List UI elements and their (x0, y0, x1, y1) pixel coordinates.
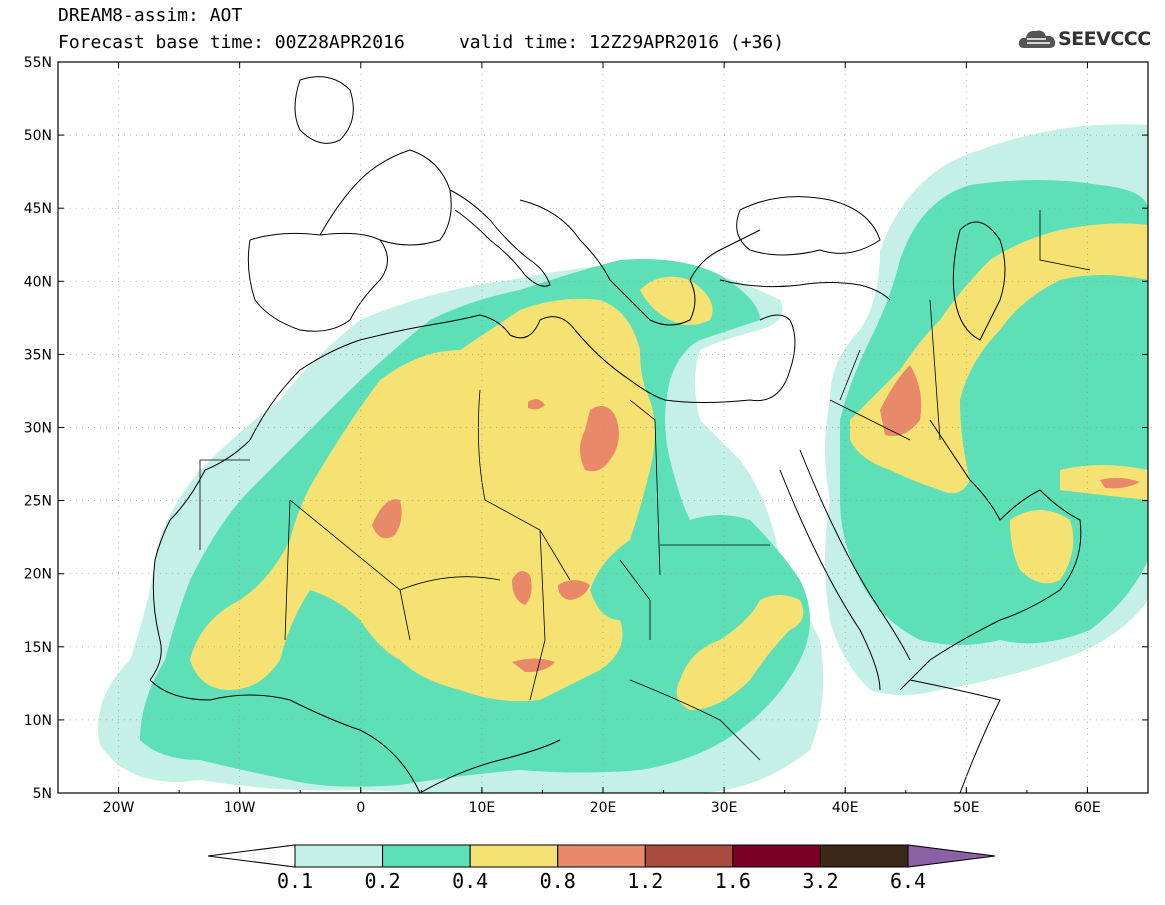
lon-tick-label: 10W (224, 800, 256, 816)
lat-tick-label: 20N (24, 567, 52, 583)
colorbar-label: 0.1 (277, 869, 313, 893)
logo-text: SEEVCCC (1058, 28, 1151, 50)
longitude-axis: 20W 10W 0 10E 20E 30E 40E 50E 60E (57, 62, 1149, 816)
aot-level-0.8 (372, 365, 1140, 673)
lon-tick-label: 20W (103, 800, 135, 816)
colorbar-label: 0.2 (365, 869, 401, 893)
colorbar-over-triangle (907, 844, 996, 868)
lat-tick-label: 35N (24, 347, 52, 363)
lat-tick-label: 40N (24, 274, 52, 290)
colorbar-label: 1.6 (715, 869, 751, 893)
colorbar-label: 6.4 (890, 869, 926, 893)
lat-tick-label: 50N (24, 128, 52, 144)
lat-tick-label: 30N (24, 421, 52, 437)
lat-tick-label: 15N (24, 640, 52, 656)
lon-tick-label: 40E (832, 800, 859, 816)
lat-tick-label: 5N (33, 786, 52, 802)
colorbar-label: 0.8 (540, 869, 576, 893)
colorbar-swatch (732, 844, 821, 868)
colorbar-swatch (469, 844, 559, 868)
colorbar: 0.1 0.2 0.4 0.8 1.2 1.6 3.2 6.4 (207, 844, 996, 893)
aot-level-0.4 (190, 223, 1148, 710)
lat-tick-label: 10N (24, 713, 52, 729)
aot-field (98, 124, 1148, 793)
lat-tick-label: 25N (24, 494, 52, 510)
lon-tick-label: 60E (1074, 800, 1101, 816)
colorbar-swatch (382, 844, 471, 868)
colorbar-under-triangle (207, 844, 296, 868)
lat-tick-label: 55N (24, 55, 52, 71)
forecast-time-subtitle: Forecast base time: 00Z28APR2016 valid t… (58, 32, 785, 53)
seevccc-logo: SEEVCCC (1018, 26, 1151, 52)
lat-tick-label: 45N (24, 201, 52, 217)
country-borders (199, 210, 1091, 761)
colorbar-swatch (557, 844, 646, 868)
colorbar-label: 1.2 (627, 869, 663, 893)
lon-tick-label: 0 (356, 800, 365, 816)
colorbar-label: 3.2 (802, 869, 838, 893)
cloud-icon (1018, 30, 1056, 48)
colorbar-swatch (644, 844, 734, 868)
latitude-axis: 55N 50N 45N 40N 35N 30N 25N 20N 15N 10N 5N (24, 55, 1148, 802)
colorbar-label: 0.4 (452, 869, 488, 893)
colorbar-swatch (819, 844, 909, 868)
lon-tick-label: 30E (711, 800, 738, 816)
lon-tick-label: 20E (590, 800, 617, 816)
colorbar-swatch (294, 844, 384, 868)
map-title: DREAM8-assim: AOT (58, 5, 243, 26)
coastlines (149, 76, 1082, 793)
lon-tick-label: 50E (953, 800, 980, 816)
lon-tick-label: 10E (469, 800, 496, 816)
